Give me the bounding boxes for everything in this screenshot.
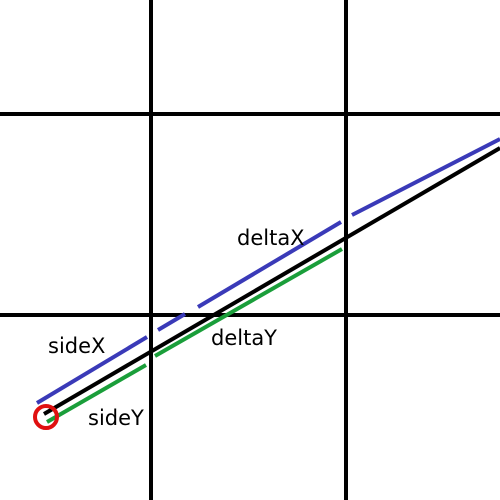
delta-x-label: deltaX <box>237 226 305 250</box>
delta-y-label: deltaY <box>211 326 277 350</box>
ray <box>42 146 500 416</box>
side-x-segment <box>35 335 149 405</box>
delta-x-segment-next <box>351 137 500 217</box>
side-x-label: sideX <box>48 334 105 358</box>
side-y-label: sideY <box>88 406 144 430</box>
side-y-segment <box>46 363 147 424</box>
side-x-segments <box>35 137 500 405</box>
start-point-marker <box>33 404 59 430</box>
delta-x-segment-part-2 <box>196 220 343 309</box>
delta-y-segment <box>154 247 343 358</box>
side-y-segments <box>46 247 343 424</box>
delta-x-segment-part-1 <box>156 312 187 332</box>
